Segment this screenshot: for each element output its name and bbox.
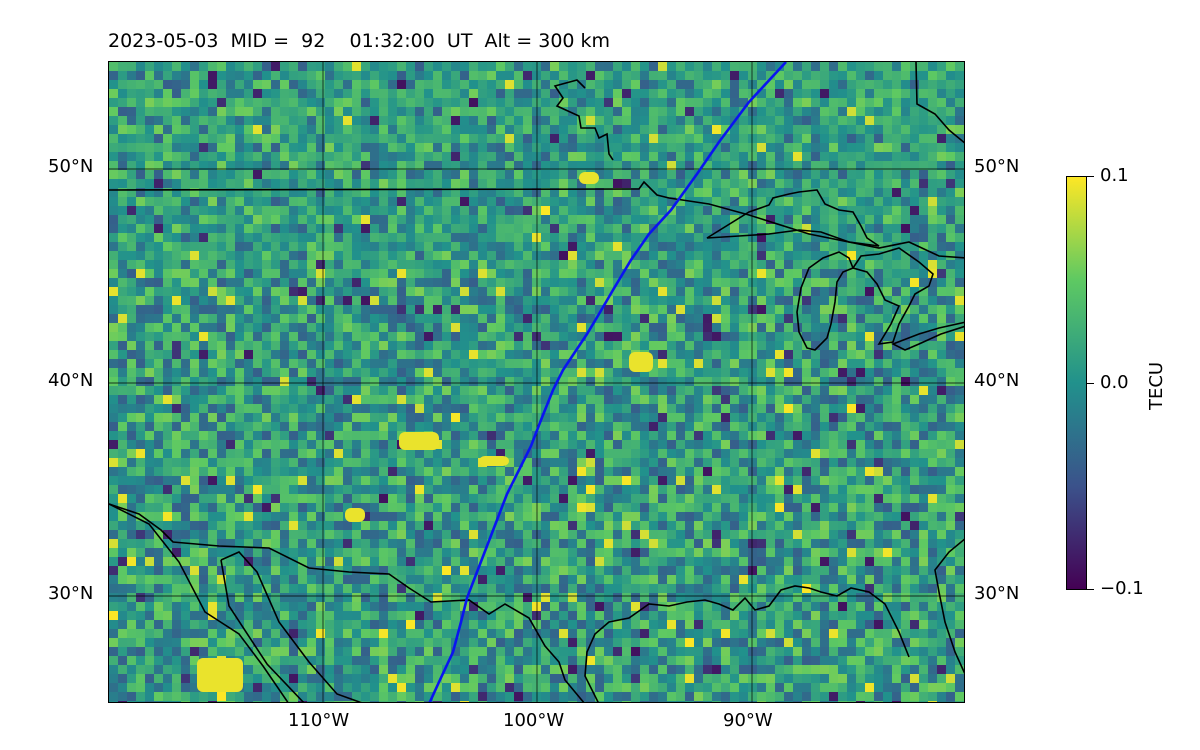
colorbar-mid-label: 0.0 <box>1100 372 1129 393</box>
colorbar-min-label: −0.1 <box>1100 578 1144 599</box>
lat-label-40n-left: 40°N <box>48 370 94 391</box>
tec-heatmap <box>109 62 964 702</box>
colorbar-tick-mid <box>1087 383 1094 384</box>
lon-label-90w: 90°W <box>723 710 773 731</box>
hudson-bay-coast-east <box>915 62 964 144</box>
lat-label-50n-left: 50°N <box>48 156 94 177</box>
baja-peninsula <box>220 559 305 702</box>
colorbar-title: TECU <box>1146 361 1167 410</box>
graticule <box>109 62 964 702</box>
lon-label-110w: 110°W <box>288 710 350 731</box>
lon-label-100w: 100°W <box>503 710 565 731</box>
plot-title: 2023-05-03 MID = 92 01:32:00 UT Alt = 30… <box>108 30 611 52</box>
tec-map <box>108 61 965 703</box>
lat-label-30n-left: 30°N <box>48 583 94 604</box>
coastlines <box>109 62 964 702</box>
gulf-of-california <box>220 551 362 702</box>
colorbar-tick-max <box>1087 176 1094 177</box>
lat-label-40n-right: 40°N <box>974 370 1020 391</box>
colorbar-tick-min <box>1087 589 1094 590</box>
us-canada-border <box>109 180 964 259</box>
tec-map-canvas <box>109 62 964 702</box>
lake-erie <box>891 321 964 351</box>
pacific-coast <box>109 503 289 702</box>
lat-label-30n-right: 30°N <box>974 583 1020 604</box>
satellite-track <box>428 62 787 702</box>
lake-superior <box>706 189 880 247</box>
rio-grande-border <box>109 503 585 702</box>
lat-label-50n-right: 50°N <box>974 156 1020 177</box>
atlantic-coast <box>934 538 964 674</box>
gulf-coast <box>584 585 910 702</box>
colorbar-max-label: 0.1 <box>1100 165 1129 186</box>
colorbar <box>1066 176 1087 590</box>
hudson-bay-coast <box>553 79 614 161</box>
lake-huron <box>851 247 934 346</box>
lake-michigan <box>796 251 855 351</box>
